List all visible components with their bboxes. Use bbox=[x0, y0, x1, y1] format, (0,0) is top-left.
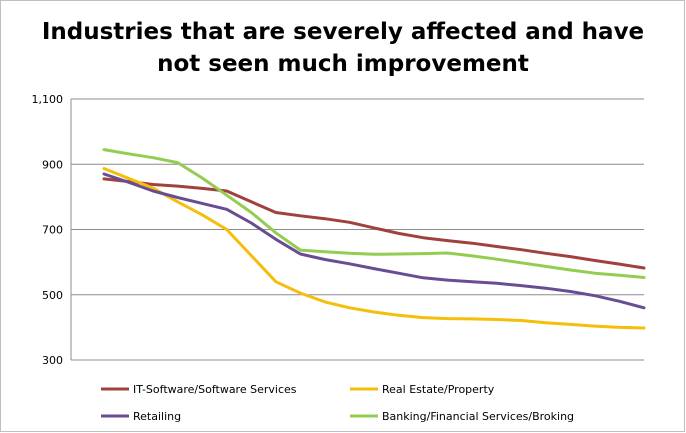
legend-label: Banking/Financial Services/Broking bbox=[382, 410, 574, 423]
series-line bbox=[102, 167, 646, 330]
series-lines bbox=[102, 148, 646, 330]
series-line bbox=[102, 148, 646, 279]
legend-label: Real Estate/Property bbox=[382, 383, 495, 396]
gridlines bbox=[71, 98, 644, 361]
y-tick-label: 900 bbox=[42, 158, 63, 171]
y-tick-label: 700 bbox=[42, 224, 63, 237]
legend-label: IT-Software/Software Services bbox=[133, 383, 297, 396]
chart-title: Industries that are severely affected an… bbox=[41, 19, 645, 77]
legend: IT-Software/Software Services Real Estate… bbox=[101, 383, 574, 423]
series-line bbox=[102, 172, 646, 310]
y-tick-label: 1,100 bbox=[32, 93, 64, 106]
y-tick-labels: 300 500 700 900 1,100 bbox=[32, 93, 64, 367]
series-line bbox=[102, 177, 646, 270]
y-tick-label: 300 bbox=[42, 354, 63, 367]
y-tick-label: 500 bbox=[42, 289, 63, 302]
legend-label: Retailing bbox=[133, 410, 181, 423]
